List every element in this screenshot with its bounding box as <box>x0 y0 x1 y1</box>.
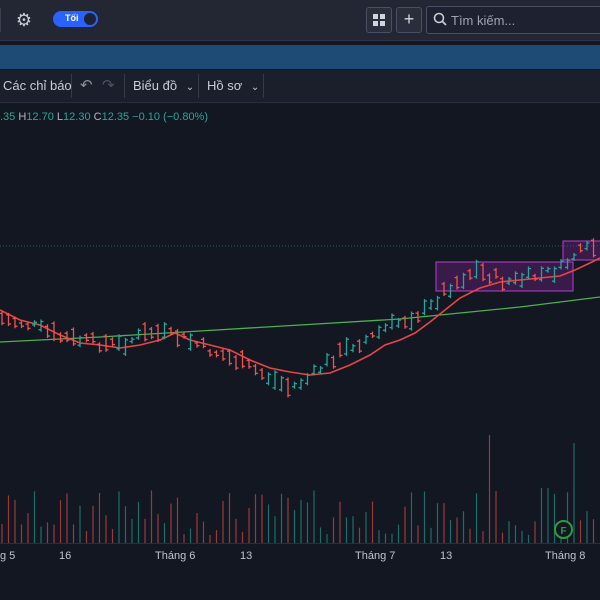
divider <box>124 74 125 98</box>
chart-menu-label: Biểu đồ <box>133 78 178 93</box>
divider <box>71 74 72 98</box>
price-chart[interactable] <box>0 103 600 543</box>
profile-menu-button[interactable]: Hồ sơ ⌄ <box>207 78 259 93</box>
ohlc-legend: .35 H12.70 L12.30 C12.35 −0.10 (−0.80%) <box>0 111 208 123</box>
chevron-down-icon: ⌄ <box>185 82 195 93</box>
high-value: 12.70 <box>26 111 54 123</box>
search-icon <box>433 12 447 26</box>
profile-menu-label: Hồ sơ <box>207 78 243 93</box>
close-key: C <box>93 111 102 123</box>
price-bars <box>0 238 596 398</box>
gear-icon[interactable]: ⚙ <box>15 10 33 30</box>
divider <box>0 8 1 32</box>
x-tick-label: 13 <box>240 550 253 562</box>
indicators-button[interactable]: Các chỉ báo <box>3 78 72 93</box>
divider <box>198 74 199 98</box>
high-key: H <box>18 111 27 123</box>
undo-icon[interactable]: ↶ <box>80 77 93 94</box>
x-tick-label: g 5 <box>0 550 16 562</box>
top-bar: ⚙ Tối + <box>0 0 600 41</box>
x-tick-label: Tháng 6 <box>155 550 196 562</box>
x-tick-label: Tháng 7 <box>355 550 396 562</box>
chevron-down-icon: ⌄ <box>250 82 260 93</box>
plus-icon: + <box>403 9 415 29</box>
chart-toolbar: Các chỉ báo ↶ ↷ Biểu đồ ⌄ Hồ sơ ⌄ <box>0 70 600 103</box>
open-value: .35 <box>0 111 16 123</box>
time-axis: g 5 16 Tháng 6 13 Tháng 7 13 Tháng 8 <box>0 543 600 566</box>
event-badge[interactable]: F <box>554 520 573 539</box>
low-key: L <box>56 111 64 123</box>
divider <box>263 74 264 98</box>
x-tick-label: 16 <box>59 550 72 562</box>
low-value: 12.30 <box>63 111 91 123</box>
search-box[interactable] <box>426 6 600 34</box>
layout-grid-button[interactable] <box>366 7 392 33</box>
toggle-knob <box>84 13 96 25</box>
search-input[interactable] <box>449 10 600 30</box>
redo-icon[interactable]: ↷ <box>102 77 115 94</box>
info-banner <box>0 45 600 69</box>
moving-average-long <box>0 296 600 343</box>
theme-toggle[interactable]: Tối <box>53 11 98 27</box>
close-value: 12.35 <box>101 111 130 123</box>
theme-toggle-label: Tối <box>65 13 79 23</box>
volume-bars <box>1 435 595 543</box>
x-tick-label: 13 <box>440 550 453 562</box>
grid-icon <box>373 14 385 26</box>
bottom-panel <box>0 566 600 600</box>
add-button[interactable]: + <box>396 7 422 33</box>
x-tick-label: Tháng 8 <box>545 550 586 562</box>
change-value: −0.10 (−0.80%) <box>132 111 209 123</box>
chart-menu-button[interactable]: Biểu đồ ⌄ <box>133 78 194 93</box>
